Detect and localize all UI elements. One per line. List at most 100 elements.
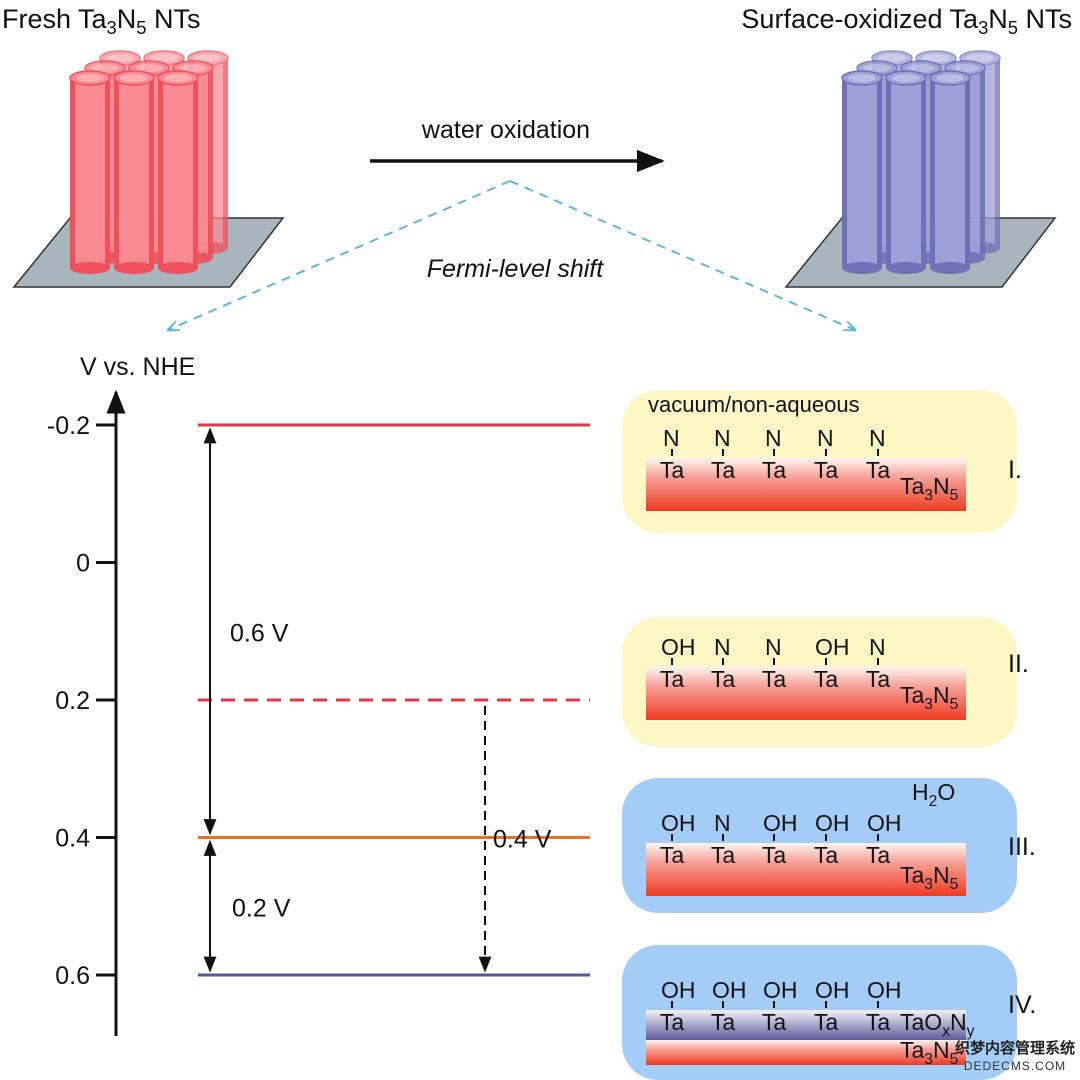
axis-tick-label: 0.6	[55, 962, 90, 990]
guide-dashed-left	[168, 180, 511, 330]
bulk-layer	[646, 1040, 966, 1065]
tantalum-atom: Ta	[711, 457, 736, 483]
text-segment: TaO	[900, 1009, 942, 1035]
tantalum-atom: Ta	[762, 842, 787, 868]
bulk-formula: Ta3N5	[900, 682, 959, 713]
tantalum-atom: Ta	[660, 1009, 685, 1035]
subscript: 3	[978, 17, 988, 38]
axis-ticks: -0.2 0 0.2 0.4 0.6	[47, 412, 116, 990]
tantalum-atom: Ta	[660, 666, 685, 692]
text-segment: N	[117, 4, 137, 34]
tantalum-atom: Ta	[866, 666, 891, 692]
watermark-line2: DEDECMS.COM	[964, 1059, 1066, 1073]
subscript: 5	[1008, 17, 1018, 38]
hydroxyl-group: OH	[661, 634, 696, 660]
tantalum-atom: Ta	[814, 457, 839, 483]
tantalum-atom: Ta	[866, 842, 891, 868]
hydroxyl-group: OH	[763, 810, 798, 836]
tantalum-atom: Ta	[866, 457, 891, 483]
tantalum-atom: Ta	[660, 842, 685, 868]
nitrogen-group: N	[817, 425, 834, 451]
gap-label: 0.2 V	[232, 894, 291, 922]
fresh-nanotube	[69, 70, 111, 274]
text-segment: Ta	[900, 1037, 925, 1063]
watermark: 织梦内容管理系统 DEDECMS.COM	[955, 1039, 1075, 1073]
water-label: H2O	[912, 779, 955, 810]
tantalum-atom: Ta	[762, 1009, 787, 1035]
hydroxyl-group: OH	[815, 977, 850, 1003]
axis-tick-label: -0.2	[47, 412, 90, 440]
axis-tick-label: 0.4	[55, 825, 90, 853]
gap-label: 0.6 V	[230, 619, 289, 647]
axis-tick-label: 0	[76, 550, 90, 578]
gap-label: 0.4 V	[493, 826, 552, 854]
hydroxyl-group: OH	[661, 810, 696, 836]
text-segment: N	[933, 473, 950, 499]
hydroxyl-group: OH	[815, 810, 850, 836]
subscript: 2	[929, 793, 938, 810]
subscript: 5	[950, 1051, 959, 1068]
oxidized-nanotube	[929, 70, 971, 274]
oxynitride-layer	[646, 1010, 966, 1040]
nitrogen-group: N	[714, 810, 731, 836]
subscript: 5	[950, 696, 959, 713]
bulk-formula: Ta3N5	[900, 473, 959, 504]
subscript: 5	[136, 17, 146, 38]
text-segment: N	[933, 682, 950, 708]
tantalum-atom: Ta	[814, 842, 839, 868]
subscript: 3	[924, 487, 933, 504]
bulk-layer	[646, 458, 966, 511]
hydroxyl-group: OH	[712, 977, 747, 1003]
nitrogen-group: N	[714, 634, 731, 660]
tantalum-atom: Ta	[711, 842, 736, 868]
text-segment: N	[933, 1037, 950, 1063]
tantalum-atom: Ta	[814, 666, 839, 692]
text-segment: O	[937, 779, 955, 805]
oxynitride-formula: TaOxNy	[900, 1009, 975, 1040]
tantalum-atom: Ta	[762, 666, 787, 692]
subscript: 3	[107, 17, 117, 38]
nitrogen-group: N	[765, 634, 782, 660]
panel-numeral: III.	[1008, 833, 1036, 861]
subscript: 3	[924, 1051, 933, 1068]
tantalum-atom: Ta	[711, 666, 736, 692]
oxidized-nanotube	[885, 70, 927, 274]
text-segment: H	[912, 779, 929, 805]
subscript: 3	[924, 696, 933, 713]
subscript: 3	[924, 876, 933, 893]
text-segment: Ta	[900, 473, 925, 499]
text-segment: NTs	[146, 4, 200, 34]
text-segment: N	[988, 4, 1008, 34]
oxidized-nanotubes-title: Surface-oxidized Ta3N5 NTs	[741, 4, 1072, 38]
text-segment: Ta	[900, 682, 925, 708]
text-segment: Ta	[900, 862, 925, 888]
watermark-line1: 织梦内容管理系统	[955, 1039, 1075, 1057]
tantalum-atom: Ta	[762, 457, 787, 483]
nitrogen-group: N	[765, 425, 782, 451]
bulk-formula: Ta3N5	[900, 1037, 959, 1068]
text-segment: Fresh Ta	[2, 4, 108, 34]
potential-gaps: 0.6 V 0.2 V 0.4 V	[203, 427, 552, 973]
subscript: y	[967, 1023, 975, 1040]
fresh-nanotube-array	[12, 50, 285, 288]
hydroxyl-group: OH	[763, 977, 798, 1003]
tantalum-atom: Ta	[814, 1009, 839, 1035]
hydroxyl-group: OH	[867, 977, 902, 1003]
tantalum-atom: Ta	[660, 457, 685, 483]
tantalum-atom: Ta	[711, 1009, 736, 1035]
bulk-formula: Ta3N5	[900, 862, 959, 893]
nitrogen-group: N	[869, 634, 886, 660]
tantalum-atom: Ta	[866, 1009, 891, 1035]
fresh-nanotube	[113, 70, 155, 274]
text-segment: N	[933, 862, 950, 888]
hydroxyl-group: OH	[867, 810, 902, 836]
axis-label: V vs. NHE	[80, 353, 195, 381]
fresh-nanotubes-title: Fresh Ta3N5 NTs	[2, 4, 200, 38]
fermi-shift-label: Fermi-level shift	[427, 255, 604, 283]
panel-numeral: II.	[1008, 650, 1029, 678]
nitrogen-group: N	[869, 425, 886, 451]
